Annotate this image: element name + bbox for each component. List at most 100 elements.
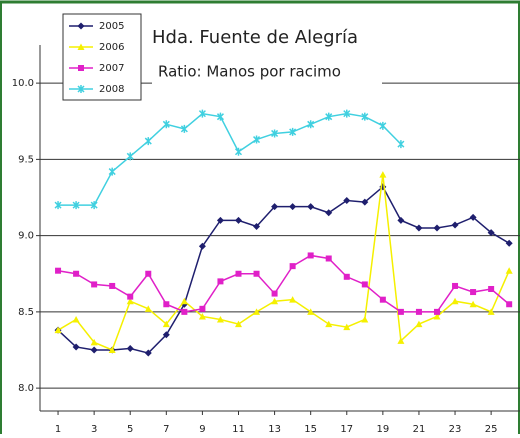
x-tick-label: 25 [485,424,498,434]
point [397,337,405,344]
title-box [146,22,396,54]
point [144,305,152,312]
point [199,305,206,312]
point [325,112,333,121]
point [108,167,116,176]
x-tick-label: 17 [340,424,353,434]
chart-title: Hda. Fuente de Alegría [152,27,358,48]
point [505,239,513,247]
legend-label: 2007 [99,63,124,74]
point [198,312,206,320]
point [271,297,279,305]
point [325,209,333,217]
point [90,338,98,346]
point [307,308,315,315]
point [397,308,404,315]
point [109,282,116,289]
point [379,121,387,130]
point [487,229,495,237]
point [343,109,351,118]
point [72,316,80,323]
legend-box [62,13,142,101]
x-tick-label: 5 [127,424,133,434]
point [145,270,152,277]
point [379,296,386,303]
point [289,127,297,136]
point [90,201,98,210]
point [234,216,242,224]
point [307,120,315,129]
point [127,293,134,300]
legend-label: 2005 [99,21,124,32]
point [163,301,170,308]
point [488,286,495,292]
point [234,320,242,328]
point [91,281,98,288]
series [55,252,513,315]
point [235,270,242,277]
legend-label: 2006 [99,42,124,53]
plot-area: 8.08.59.09.510.01 3 5 7 9 11 13 15 17 19 21 23 25 [12,45,520,435]
point [343,323,351,331]
point [451,297,459,305]
point [217,278,224,285]
x-tick-label: 3 [91,424,97,434]
point [325,255,332,262]
legend: 2005 2006 2007 2008 [62,13,142,101]
point [361,112,369,121]
point [433,308,440,315]
point [361,316,369,323]
x-tick-label: 23 [449,424,462,434]
point [415,308,422,315]
x-tick-label: 7 [163,424,169,434]
point [433,312,441,320]
x-tick-label: 21 [413,424,426,434]
point [78,65,84,71]
point [216,316,224,323]
point [397,216,405,224]
y-tick-label: 9.0 [18,231,34,242]
point [90,346,98,354]
chart-subtitle: Ratio: Manos por racimo [158,63,341,81]
point [108,346,116,353]
series-line [57,174,510,351]
point [253,270,260,277]
point [144,137,152,146]
series [54,109,405,210]
point [162,320,170,328]
point [216,216,224,224]
y-tick-label: 8.5 [18,307,34,318]
point [54,201,62,210]
point [379,171,387,178]
point [180,124,188,133]
point [54,326,62,334]
point [506,301,513,308]
point [126,152,134,161]
point [198,109,206,118]
series-line [57,254,510,313]
point [397,140,405,149]
y-tick-label: 9.5 [18,154,34,165]
point [72,343,80,351]
y-tick-label: 10.0 [12,78,34,89]
point [451,221,459,229]
point [271,203,279,211]
point [253,308,261,315]
point [55,267,62,274]
point [144,349,152,357]
point [289,296,297,303]
point [77,43,85,50]
point [487,308,495,315]
point [162,120,170,129]
point [433,224,441,232]
point [271,129,279,138]
point [271,290,278,297]
point [361,281,368,288]
point [253,135,261,144]
x-tick-label: 15 [304,424,317,434]
point [253,222,261,230]
point [469,213,477,221]
point [307,252,314,259]
point [415,224,423,232]
point [126,297,134,305]
